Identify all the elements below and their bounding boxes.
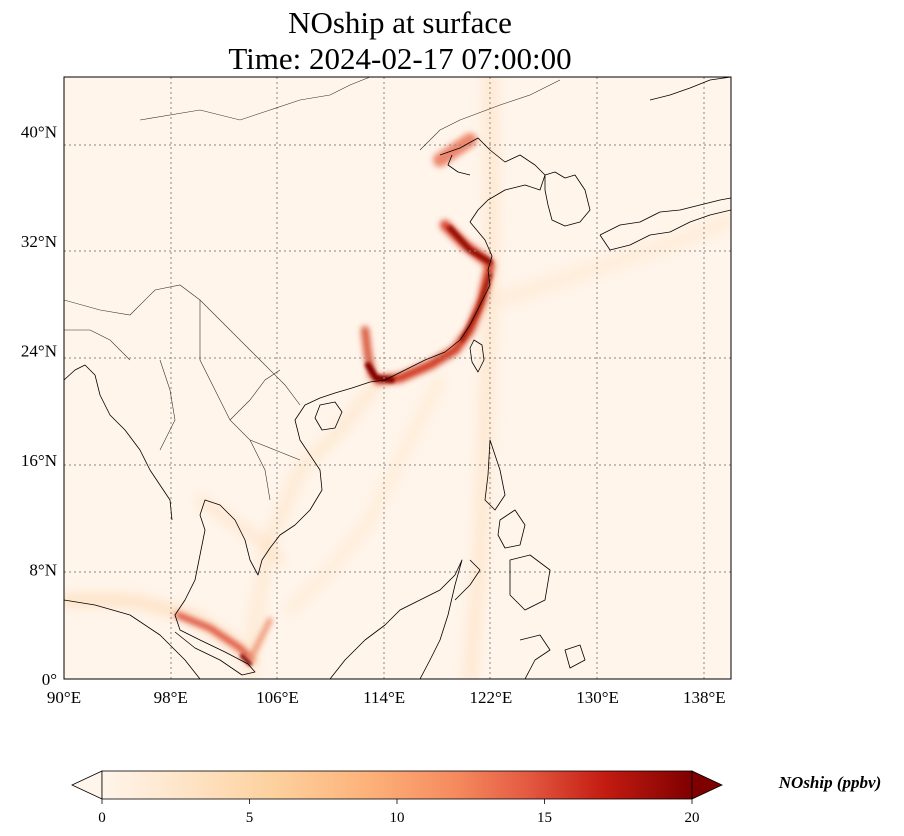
lon-tick-label: 122°E bbox=[470, 688, 513, 707]
map-time-subtitle: Time: 2024-02-17 07:00:00 bbox=[228, 41, 572, 76]
map-title: NOship at surface bbox=[288, 5, 512, 40]
colorbar-tick-label: 10 bbox=[390, 810, 405, 826]
colorbar-tick-label: 15 bbox=[537, 810, 552, 826]
lat-tick-label: 16°N bbox=[21, 451, 57, 470]
country-borders bbox=[64, 77, 561, 501]
lon-tick-label: 114°E bbox=[363, 688, 405, 707]
colorbar: 0 5 10 15 20 NOship (ppbv) bbox=[71, 770, 881, 826]
colorbar-extend-low bbox=[71, 770, 103, 800]
lon-tick-label: 98°E bbox=[154, 688, 188, 707]
colorbar-extend-high bbox=[691, 770, 723, 800]
colorbar-ticks: 0 5 10 15 20 bbox=[98, 799, 700, 826]
lon-tick-label: 106°E bbox=[256, 688, 299, 707]
lat-tick-label: 0° bbox=[42, 670, 57, 689]
lat-tick-label: 24°N bbox=[21, 342, 57, 361]
colorbar-tick-label: 0 bbox=[98, 810, 106, 826]
lat-tick-label: 32°N bbox=[21, 232, 57, 251]
lat-tick-label: 8°N bbox=[29, 561, 57, 580]
lon-tick-label: 130°E bbox=[576, 688, 619, 707]
latitude-tick-labels: 0° 8°N 16°N 24°N 32°N 40°N bbox=[21, 123, 57, 689]
graticule bbox=[64, 77, 731, 679]
colorbar-tick-label: 20 bbox=[685, 810, 700, 826]
colorbar-title: NOship (ppbv) bbox=[778, 773, 881, 792]
coastlines bbox=[64, 77, 731, 679]
longitude-tick-labels: 90°E 98°E 106°E 114°E 122°E 130°E 138°E bbox=[47, 688, 726, 707]
lon-tick-label: 138°E bbox=[683, 688, 726, 707]
lon-tick-label: 90°E bbox=[47, 688, 81, 707]
map-content bbox=[64, 77, 731, 679]
lat-tick-label: 40°N bbox=[21, 123, 57, 142]
map-frame bbox=[63, 76, 732, 680]
colorbar-tick-label: 5 bbox=[246, 810, 254, 826]
colorbar-gradient bbox=[101, 770, 693, 800]
